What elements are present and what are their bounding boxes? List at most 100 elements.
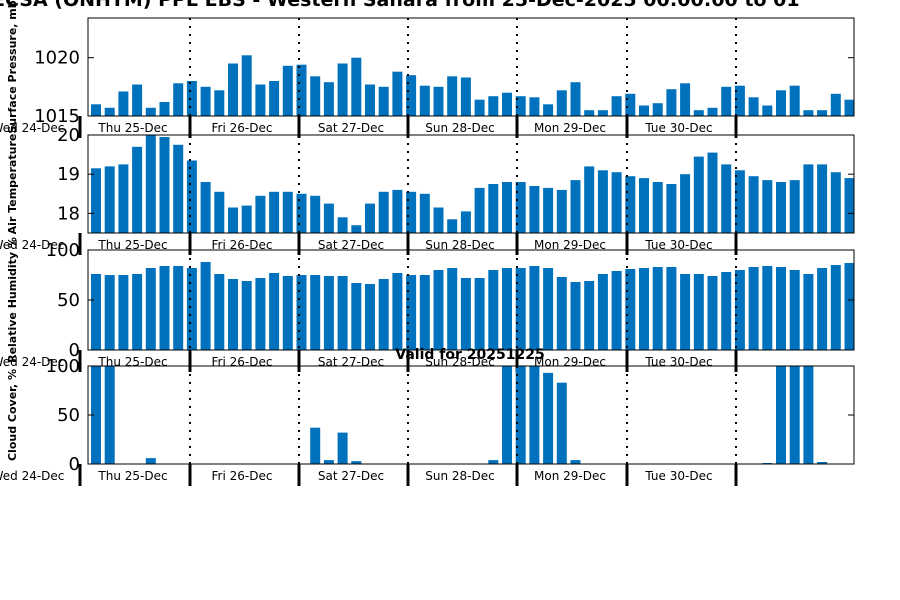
data-bar — [104, 275, 115, 350]
data-bar — [844, 99, 855, 116]
data-bar — [652, 267, 663, 350]
x-day-label: Tue 30-Dec — [644, 121, 712, 135]
data-bar — [241, 281, 252, 350]
data-bar — [707, 107, 718, 116]
data-bar — [433, 207, 444, 233]
x-day-label: Fri 26-Dec — [212, 355, 273, 369]
data-bar — [803, 164, 814, 233]
data-bar — [118, 164, 129, 233]
data-bar — [680, 83, 691, 116]
plot-frame — [87, 17, 855, 117]
data-bar — [269, 273, 280, 350]
data-bar — [378, 191, 389, 233]
data-bar — [597, 274, 608, 350]
data-bar — [556, 382, 567, 464]
data-bar — [323, 82, 334, 116]
x-day-label: Sat 27-Dec — [318, 238, 384, 252]
data-bar — [707, 152, 718, 233]
x-day-label: Sun 28-Dec — [425, 469, 494, 483]
data-bar — [488, 460, 499, 464]
data-bar — [502, 92, 512, 116]
data-bar — [351, 461, 362, 464]
data-bar — [186, 268, 197, 350]
data-bar — [310, 275, 321, 350]
x-day-label: Sat 27-Dec — [318, 121, 384, 135]
data-bar — [639, 178, 649, 233]
data-bar — [570, 460, 581, 464]
y-tick-label: 18 — [57, 203, 80, 224]
data-bar — [789, 270, 800, 350]
data-bar — [666, 89, 677, 116]
data-bar — [186, 160, 197, 233]
data-bar — [556, 277, 567, 350]
data-bar — [365, 84, 375, 116]
data-bar — [91, 168, 101, 233]
data-bar — [652, 103, 663, 116]
y-tick-label: 19 — [57, 164, 80, 185]
data-bar — [502, 268, 512, 350]
data-bar — [255, 278, 266, 350]
chart-panel-2: 18 19 20 Air Temperature Wed 24-Dec Thu 25-De… — [0, 125, 855, 255]
data-bar — [214, 191, 225, 233]
data-bar — [104, 166, 115, 233]
data-bar — [104, 107, 115, 116]
y-tick-label: 20 — [57, 125, 80, 146]
data-bar — [543, 268, 554, 350]
data-bar — [748, 267, 759, 350]
data-bar — [611, 96, 622, 116]
data-bar — [241, 55, 252, 116]
data-bar — [173, 144, 184, 233]
data-bar — [776, 90, 786, 116]
data-bar — [776, 182, 786, 233]
data-bar — [460, 278, 471, 350]
data-bar — [406, 275, 417, 350]
data-bar — [830, 172, 841, 233]
data-bar — [241, 205, 252, 233]
data-bar — [255, 195, 266, 233]
data-bar — [625, 269, 636, 350]
valid-for-label: Valid for 20251225 — [395, 347, 544, 363]
data-bar — [817, 164, 828, 233]
data-bar — [282, 276, 293, 350]
x-day-label: Mon 29-Dec — [534, 469, 606, 483]
data-bar — [789, 366, 800, 464]
data-bar — [365, 203, 375, 233]
data-bar — [762, 180, 773, 233]
data-bar — [310, 76, 321, 116]
data-bar — [337, 276, 348, 350]
y-tick-label: 1020 — [34, 48, 80, 69]
data-bar — [666, 184, 677, 233]
data-bar — [145, 268, 156, 350]
data-bar — [529, 97, 540, 116]
data-bar — [351, 225, 362, 233]
data-bar — [570, 180, 581, 233]
data-bar — [762, 266, 773, 350]
data-bar — [255, 84, 266, 116]
data-bar — [515, 182, 526, 233]
data-bar — [529, 266, 540, 350]
data-bar — [337, 217, 348, 233]
x-day-label: Sun 28-Dec — [425, 238, 494, 252]
x-day-label: Sat 27-Dec — [318, 469, 384, 483]
data-bar — [721, 86, 732, 116]
data-bar — [734, 270, 745, 350]
y-tick-label: 100 — [46, 240, 80, 261]
data-bar — [186, 81, 197, 116]
data-bar — [803, 274, 814, 350]
x-day-label: Tue 30-Dec — [644, 238, 712, 252]
data-bar — [296, 193, 307, 233]
data-bar — [433, 270, 444, 350]
data-bar — [830, 93, 841, 116]
data-bar — [145, 458, 156, 464]
y-tick-label: 0 — [69, 454, 80, 475]
data-bar — [91, 366, 101, 464]
data-bar — [145, 107, 156, 116]
data-bar — [803, 366, 814, 464]
data-bar — [200, 182, 211, 233]
data-bar — [776, 366, 786, 464]
data-bar — [132, 146, 143, 233]
data-bar — [296, 275, 307, 350]
y-axis-label: Surface Pressure, mb — [6, 0, 19, 133]
